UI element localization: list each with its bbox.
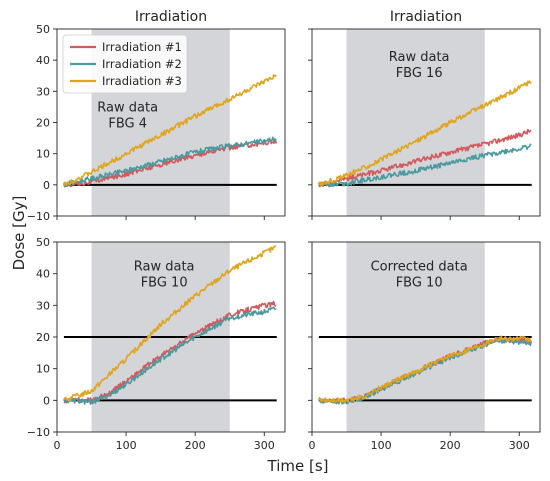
x-tick-label: 200: [185, 439, 206, 452]
y-tick-label: 30: [36, 299, 50, 312]
y-axis-label: Dose [Gy]: [10, 196, 28, 271]
y-tick-label: 50: [36, 23, 50, 36]
y-tick-label: 50: [36, 236, 50, 249]
panel-annotation: Raw data: [134, 260, 195, 275]
x-tick-label: 300: [509, 439, 530, 452]
y-tick-label: −10: [27, 426, 50, 439]
x-tick-label: 300: [254, 439, 275, 452]
panel-title: Irradiation: [390, 9, 462, 25]
series-line-2: [318, 143, 532, 188]
legend: Irradiation #1 Irradiation #2 Irradiation …: [62, 34, 188, 94]
panel-title: Irradiation: [135, 9, 207, 25]
x-tick-label: 0: [309, 439, 316, 452]
y-tick-label: 0: [43, 179, 50, 192]
panel-annotation: Corrected data: [371, 260, 468, 275]
panel-annotation: Raw data: [97, 100, 158, 115]
series-line-3: [318, 335, 532, 403]
panel-annotation: FBG 16: [396, 66, 443, 81]
legend-entry: Irradiation #2: [102, 57, 182, 71]
y-tick-label: 40: [36, 268, 50, 281]
x-tick-label: 100: [116, 439, 137, 452]
y-tick-label: 30: [36, 85, 50, 98]
series-line-2: [63, 136, 277, 188]
series-line-3: [63, 245, 277, 402]
series-line-1: [318, 128, 532, 188]
panel-annotation: FBG 10: [141, 276, 188, 291]
y-tick-label: 40: [36, 54, 50, 67]
y-tick-label: 20: [36, 117, 50, 130]
legend-entry: Irradiation #1: [102, 40, 182, 54]
x-tick-label: 0: [54, 439, 61, 452]
y-tick-label: 0: [43, 394, 50, 407]
y-tick-label: 20: [36, 331, 50, 344]
legend-entry: Irradiation #3: [102, 74, 182, 88]
x-tick-label: 100: [371, 439, 392, 452]
panel-annotation: Raw data: [389, 50, 450, 65]
series-line-3: [63, 74, 277, 187]
x-tick-label: 200: [440, 439, 461, 452]
y-tick-label: −10: [27, 210, 50, 223]
x-axis-label: Time [s]: [267, 457, 329, 475]
series-line-3: [318, 80, 532, 187]
y-tick-label: 10: [36, 363, 50, 376]
series-line-2: [63, 306, 277, 405]
panel-annotation: FBG 10: [396, 276, 443, 291]
panel-annotation: FBG 4: [108, 116, 147, 131]
y-tick-label: 10: [36, 148, 50, 161]
